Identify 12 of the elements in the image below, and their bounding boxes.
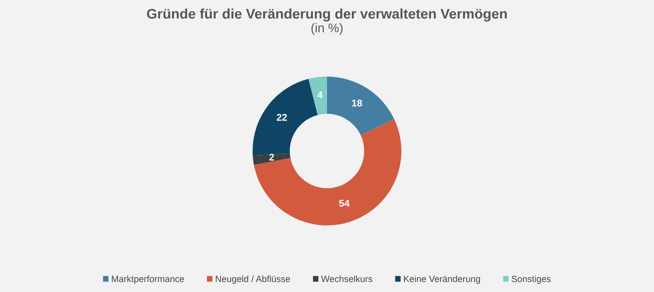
legend-label: Keine Veränderung (404, 275, 480, 284)
chart-subtitle: (in %) (311, 23, 343, 35)
legend-label: Neugeld / Abflüsse (216, 275, 290, 284)
data-label: 22 (276, 114, 287, 121)
legend-label: Wechselkurs (321, 275, 372, 282)
data-label: 18 (352, 100, 362, 106)
legend-label: Marktperformance (112, 275, 184, 284)
chart-title: Gründe für die Veränderung der verwalteten Vermögen (146, 8, 507, 22)
data-label: 4 (317, 91, 323, 98)
data-label: 54 (339, 200, 350, 207)
legend-label: Sonstiges (512, 275, 551, 284)
data-label: 2 (269, 154, 274, 161)
